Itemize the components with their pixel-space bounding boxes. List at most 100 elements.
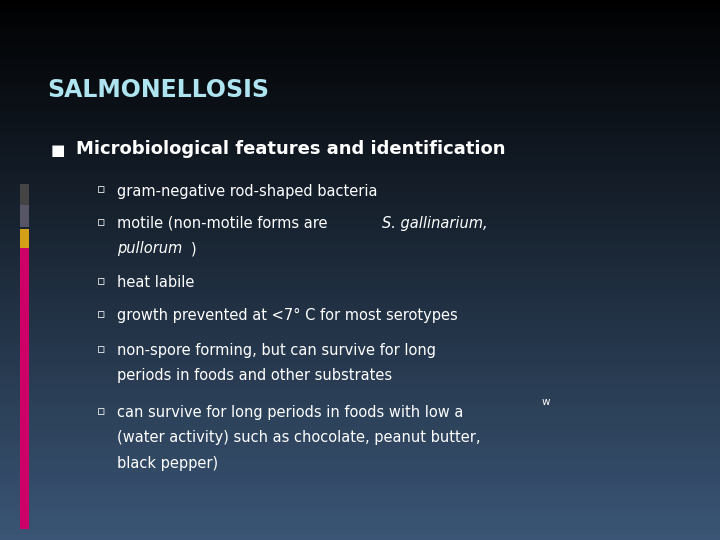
Bar — [0, 421, 720, 427]
Bar — [0, 313, 720, 319]
Bar — [0, 124, 720, 130]
Bar — [0, 16, 720, 22]
Bar — [0, 113, 720, 119]
Bar — [0, 437, 720, 443]
Bar — [0, 491, 720, 497]
Bar — [0, 205, 720, 211]
Bar — [0, 329, 720, 335]
Bar — [0, 297, 720, 302]
Text: growth prevented at <7° C for most serotypes: growth prevented at <7° C for most serot… — [117, 308, 457, 323]
Bar — [0, 167, 720, 173]
Bar — [0, 443, 720, 448]
Text: non-spore forming, but can survive for long: non-spore forming, but can survive for l… — [117, 343, 436, 358]
Bar — [0, 281, 720, 286]
Text: ▫: ▫ — [97, 343, 106, 356]
Bar — [0, 173, 720, 178]
Bar — [0, 238, 720, 243]
Bar — [0, 81, 720, 86]
Bar — [0, 130, 720, 135]
Text: periods in foods and other substrates: periods in foods and other substrates — [117, 368, 392, 383]
Bar — [0, 265, 720, 270]
Text: ▫: ▫ — [97, 308, 106, 321]
Bar — [0, 378, 720, 383]
Bar — [0, 5, 720, 11]
Bar — [0, 184, 720, 189]
Bar — [0, 49, 720, 54]
Bar — [0, 481, 720, 486]
Bar — [0, 221, 720, 227]
Bar — [0, 97, 720, 103]
Bar — [0, 108, 720, 113]
Bar — [0, 103, 720, 108]
Bar — [0, 157, 720, 162]
Text: gram-negative rod-shaped bacteria: gram-negative rod-shaped bacteria — [117, 184, 377, 199]
Bar — [20, 230, 29, 248]
Bar — [0, 135, 720, 140]
Bar — [0, 254, 720, 259]
Bar — [0, 211, 720, 216]
Bar — [0, 524, 720, 529]
Bar — [20, 248, 29, 529]
Bar — [0, 427, 720, 432]
Bar — [0, 497, 720, 502]
Bar — [20, 184, 29, 205]
Bar — [0, 362, 720, 367]
Bar — [0, 319, 720, 324]
Bar — [0, 335, 720, 340]
Text: pullorum: pullorum — [117, 241, 182, 256]
Bar — [0, 454, 720, 459]
Text: S. gallinarium,: S. gallinarium, — [382, 216, 487, 231]
Text: ▫: ▫ — [97, 275, 106, 288]
Bar — [0, 32, 720, 38]
Bar — [0, 367, 720, 373]
Bar — [0, 216, 720, 221]
Bar — [0, 405, 720, 410]
Text: Microbiological features and identification: Microbiological features and identificat… — [76, 140, 505, 158]
Bar — [0, 270, 720, 275]
Bar — [0, 373, 720, 378]
Bar — [0, 151, 720, 157]
Bar — [0, 470, 720, 475]
Text: SALMONELLOSIS: SALMONELLOSIS — [47, 78, 269, 102]
Bar — [0, 22, 720, 27]
Bar — [0, 189, 720, 194]
Bar — [0, 340, 720, 346]
Bar — [0, 227, 720, 232]
Bar — [0, 65, 720, 70]
Bar — [0, 508, 720, 513]
Bar — [0, 27, 720, 32]
Bar — [0, 302, 720, 308]
Bar — [0, 76, 720, 81]
Bar — [0, 410, 720, 416]
Text: ▫: ▫ — [97, 184, 106, 197]
Bar — [0, 502, 720, 508]
Bar — [0, 162, 720, 167]
Bar — [0, 351, 720, 356]
Bar — [0, 70, 720, 76]
Bar — [0, 400, 720, 405]
Text: heat labile: heat labile — [117, 275, 194, 291]
Bar — [0, 459, 720, 464]
Bar — [0, 259, 720, 265]
Bar — [0, 232, 720, 238]
Bar — [0, 59, 720, 65]
Text: can survive for long periods in foods with low a: can survive for long periods in foods wi… — [117, 405, 463, 420]
Bar — [0, 243, 720, 248]
Bar — [0, 11, 720, 16]
Bar — [0, 248, 720, 254]
Bar — [0, 140, 720, 146]
Bar — [0, 432, 720, 437]
Bar — [0, 518, 720, 524]
Bar — [0, 43, 720, 49]
Text: w: w — [541, 397, 550, 407]
Bar — [0, 146, 720, 151]
Bar — [0, 86, 720, 92]
Bar — [0, 119, 720, 124]
Bar — [0, 394, 720, 400]
Bar — [0, 475, 720, 481]
Bar — [0, 0, 720, 5]
Bar — [0, 178, 720, 184]
Bar — [0, 324, 720, 329]
Bar — [0, 308, 720, 313]
Bar — [0, 416, 720, 421]
